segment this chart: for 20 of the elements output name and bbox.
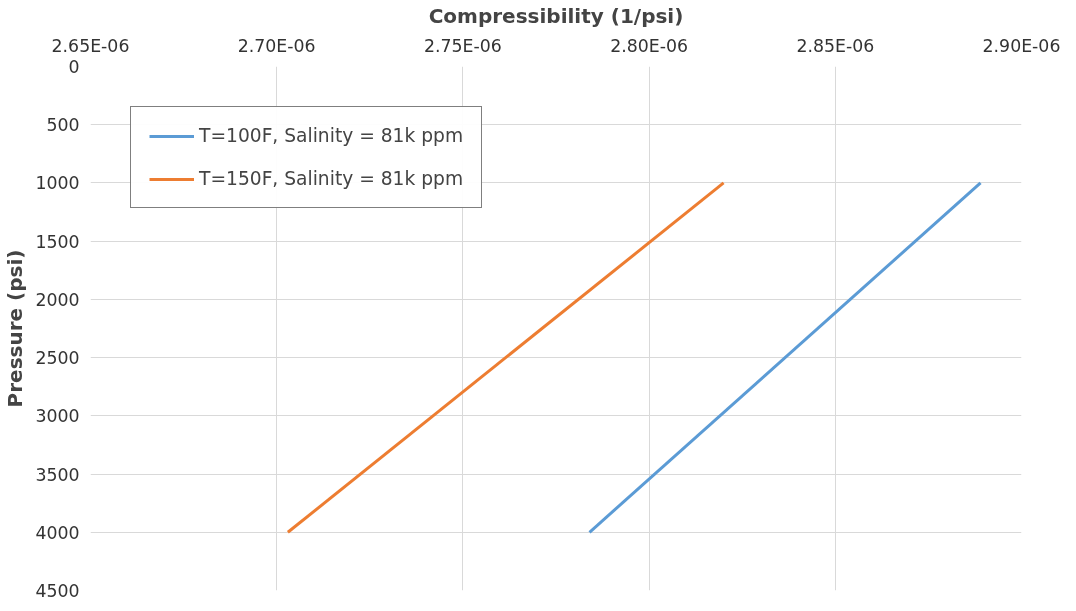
x-tick-label: 2.85E-06 <box>796 35 875 56</box>
y-tick-label: 2000 <box>35 289 80 310</box>
x-tick-label: 2.75E-06 <box>423 35 502 56</box>
y-tick-label: 0 <box>68 57 80 77</box>
x-tick-label: 2.65E-06 <box>51 35 130 56</box>
y-tick-label: 2500 <box>35 348 80 369</box>
legend-label: T=100F, Salinity = 81k ppm <box>199 125 464 146</box>
x-tick-label: 2.90E-06 <box>982 35 1061 56</box>
x-tick-label: 2.80E-06 <box>610 35 689 56</box>
x-axis-title: Compressibility (1/psi) <box>428 3 684 28</box>
x-tick-label: 2.70E-06 <box>237 35 316 56</box>
y-tick-label: 3000 <box>35 406 80 427</box>
y-tick-label: 1000 <box>35 173 80 194</box>
y-tick-label: 4000 <box>35 522 80 543</box>
y-tick-label: 4500 <box>35 581 80 601</box>
legend-label: T=150F, Salinity = 81k ppm <box>199 168 464 189</box>
y-tick-label: 500 <box>46 115 80 136</box>
y-tick-label: 1500 <box>35 231 80 252</box>
y-tick-label: 3500 <box>35 464 80 485</box>
y-axis-title: Pressure (psi) <box>3 249 28 408</box>
